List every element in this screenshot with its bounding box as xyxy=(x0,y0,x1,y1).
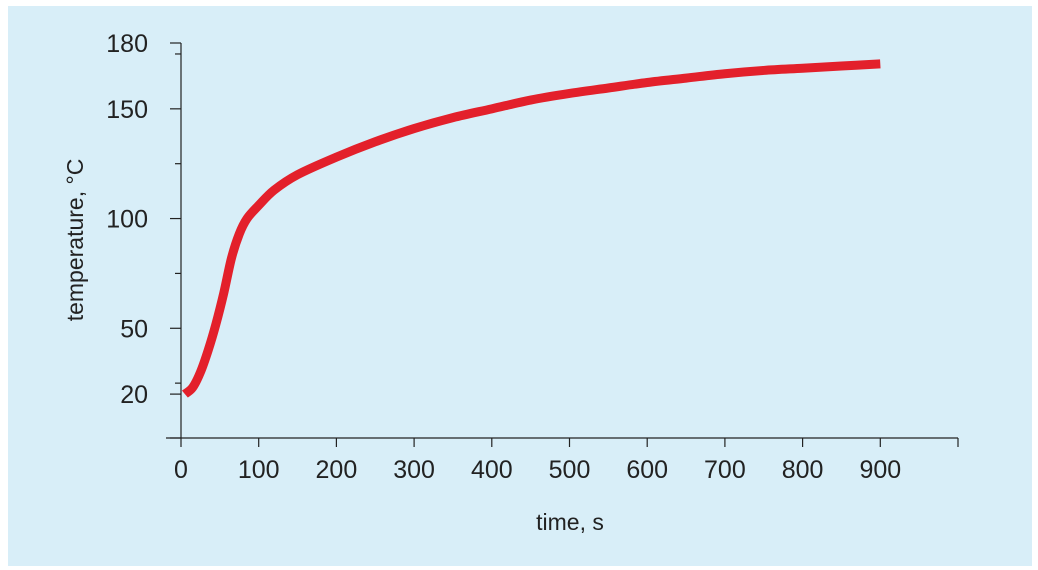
y-tick-label: 50 xyxy=(120,315,148,343)
x-axis-ticks: 0 100 200 300 400 500 600 700 800 900 xyxy=(174,438,959,484)
x-tick-label: 900 xyxy=(859,456,901,484)
y-tick-label: 20 xyxy=(120,381,148,409)
y-tick-label: 150 xyxy=(106,96,148,124)
y-axis-title: temperature, °C xyxy=(62,159,88,322)
y-tick-label: 180 xyxy=(106,30,148,58)
x-tick-label: 200 xyxy=(316,456,358,484)
x-tick-label: 300 xyxy=(393,456,435,484)
x-axis-title: time, s xyxy=(536,509,604,535)
x-tick-label: 100 xyxy=(238,456,280,484)
x-tick-label: 700 xyxy=(704,456,746,484)
x-tick-label: 500 xyxy=(549,456,591,484)
x-tick-label: 400 xyxy=(471,456,513,484)
x-tick-label: 0 xyxy=(174,456,188,484)
series-line-0 xyxy=(181,59,881,398)
y-axis-ticks: 20 50 100 150 180 xyxy=(106,30,181,439)
x-tick-label: 600 xyxy=(626,456,668,484)
axes xyxy=(166,43,958,439)
series-layer xyxy=(181,59,881,398)
x-tick-label: 800 xyxy=(782,456,824,484)
y-tick-label: 100 xyxy=(106,206,148,234)
